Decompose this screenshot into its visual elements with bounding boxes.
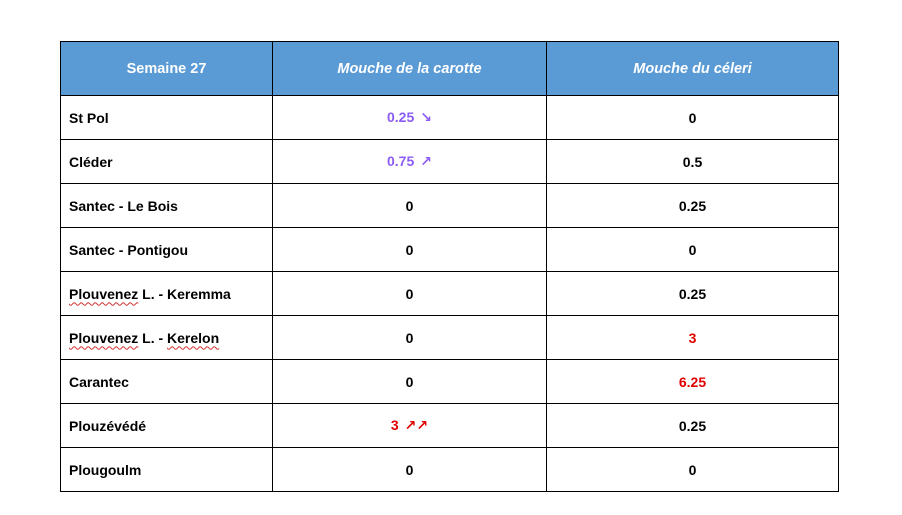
carrot-fly-value-cell: 0 bbox=[272, 315, 547, 360]
celery-fly-value-cell: 0.25 bbox=[546, 183, 839, 228]
table-row: Santec - Le Bois 0 0.25 bbox=[60, 183, 839, 228]
table-header: Semaine 27 Mouche de la carotte Mouche d… bbox=[60, 41, 839, 96]
carrot-fly-value-cell: 3 ↗↗ bbox=[272, 403, 547, 448]
count-value: 0.25 bbox=[387, 109, 415, 125]
pest-monitoring-table: Semaine 27 Mouche de la carotte Mouche d… bbox=[60, 41, 839, 492]
site-name-cell: Santec - Pontigou bbox=[60, 227, 273, 272]
table-row: Plougoulm 0 0 bbox=[60, 447, 839, 492]
carrot-fly-value-cell: 0 bbox=[272, 227, 547, 272]
count-value: 0.25 bbox=[678, 197, 707, 214]
header-week: Semaine 27 bbox=[60, 41, 273, 96]
count-value: 0.25 bbox=[678, 417, 707, 434]
site-name-cell: Cléder bbox=[60, 139, 273, 184]
site-name-cell: Plougoulm bbox=[60, 447, 273, 492]
count-value: 0.25 bbox=[678, 285, 707, 302]
site-name-cell: Carantec bbox=[60, 359, 273, 404]
site-name-part-misspelled: Kerelon bbox=[167, 329, 220, 346]
count-value: 0.5 bbox=[682, 153, 703, 170]
site-name-cell: Santec - Le Bois bbox=[60, 183, 273, 228]
count-value: 0 bbox=[688, 461, 697, 478]
carrot-fly-value-cell: 0 bbox=[272, 447, 547, 492]
count-value: 0 bbox=[405, 461, 414, 478]
site-name-part: Plouzévédé bbox=[69, 417, 147, 434]
count-value: 0 bbox=[405, 241, 414, 258]
site-name-part: L. - Keremma bbox=[138, 285, 231, 302]
count-value: 0 bbox=[405, 373, 414, 390]
header-celery-fly: Mouche du céleri bbox=[546, 41, 839, 96]
count-value: 0 bbox=[405, 285, 414, 302]
celery-fly-value-cell: 0 bbox=[546, 227, 839, 272]
count-value: 3 bbox=[688, 329, 697, 346]
count-value: 0 bbox=[405, 329, 414, 346]
site-name-part-misspelled: Plouvenez bbox=[69, 285, 139, 302]
site-name-part: Carantec bbox=[69, 373, 129, 390]
trend-arrow-icon: ↘ bbox=[420, 109, 432, 125]
celery-fly-value-cell: 0.25 bbox=[546, 403, 839, 448]
header-row: Semaine 27 Mouche de la carotte Mouche d… bbox=[60, 41, 839, 96]
count-value: 0 bbox=[688, 241, 697, 258]
count-value: 0 bbox=[688, 109, 697, 126]
header-carrot-fly: Mouche de la carotte bbox=[272, 41, 547, 96]
site-name-part: Plougoulm bbox=[69, 461, 142, 478]
carrot-fly-value-cell: 0 bbox=[272, 183, 547, 228]
site-name-cell: St Pol bbox=[60, 95, 273, 140]
site-name-part: Santec - Pontigou bbox=[69, 241, 188, 258]
celery-fly-value-cell: 0 bbox=[546, 447, 839, 492]
table-row: Santec - Pontigou 0 0 bbox=[60, 227, 839, 272]
site-name-part: St Pol bbox=[69, 109, 109, 126]
celery-fly-value-cell: 0.25 bbox=[546, 271, 839, 316]
double-trend-arrow-icon: ↗↗ bbox=[404, 417, 429, 433]
carrot-fly-value-cell: 0.25 ↘ bbox=[272, 95, 547, 140]
carrot-fly-value-cell: 0 bbox=[272, 271, 547, 316]
celery-fly-value-cell: 0 bbox=[546, 95, 839, 140]
table-row: Plouvenez L. - Kerelon 0 3 bbox=[60, 315, 839, 360]
celery-fly-value-cell: 6.25 bbox=[546, 359, 839, 404]
carrot-fly-value-cell: 0.75 ↗ bbox=[272, 139, 547, 184]
site-name-cell: Plouvenez L. - Kerelon bbox=[60, 315, 273, 360]
count-value: 0 bbox=[405, 197, 414, 214]
celery-fly-value-cell: 0.5 bbox=[546, 139, 839, 184]
site-name-part-misspelled: Plouvenez bbox=[69, 329, 139, 346]
table-row: Carantec 0 6.25 bbox=[60, 359, 839, 404]
table-body: St Pol 0.25 ↘ 0 Cléder 0.75 ↗ 0.5 Santec - Le Bo… bbox=[60, 95, 839, 492]
celery-fly-value-cell: 3 bbox=[546, 315, 839, 360]
table-row: Cléder 0.75 ↗ 0.5 bbox=[60, 139, 839, 184]
site-name-part: Santec - Le Bois bbox=[69, 197, 178, 214]
carrot-fly-value-cell: 0 bbox=[272, 359, 547, 404]
table-row: Plouzévédé 3 ↗↗ 0.25 bbox=[60, 403, 839, 448]
count-value: 0.75 bbox=[387, 153, 415, 169]
count-value: 6.25 bbox=[678, 373, 707, 390]
count-value: 3 bbox=[390, 417, 399, 433]
site-name-cell: Plouvenez L. - Keremma bbox=[60, 271, 273, 316]
site-name-part: L. - bbox=[138, 329, 168, 346]
site-name-part: Cléder bbox=[69, 153, 113, 170]
table-row: St Pol 0.25 ↘ 0 bbox=[60, 95, 839, 140]
site-name-cell: Plouzévédé bbox=[60, 403, 273, 448]
trend-arrow-icon: ↗ bbox=[420, 153, 432, 169]
table-row: Plouvenez L. - Keremma 0 0.25 bbox=[60, 271, 839, 316]
